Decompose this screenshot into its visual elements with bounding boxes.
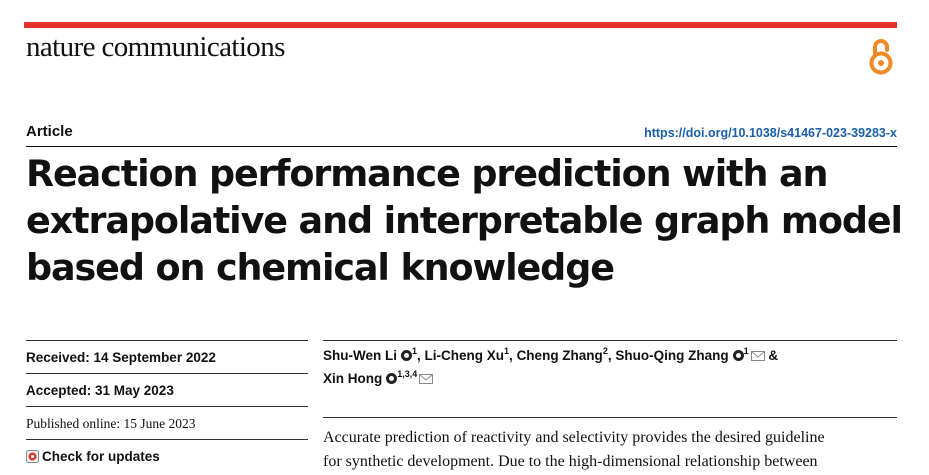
author-name[interactable]: Shu-Wen Li [323,348,397,363]
journal-accent-bar [24,22,897,28]
author-affiliation: 1 [412,346,418,356]
header-divider [26,146,897,147]
abstract: Accurate prediction of reactivity and se… [323,426,897,474]
title-line: Reaction performance prediction with an [26,152,829,195]
accepted-date: Accepted: 31 May 2023 [26,373,308,406]
author-affiliation: 1,3,4 [397,369,418,379]
received-date: Received: 14 September 2022 [26,340,308,373]
envelope-icon[interactable] [750,351,765,361]
orcid-icon[interactable] [401,350,412,361]
check-for-updates-icon [26,450,39,463]
authors-divider [323,340,897,341]
abstract-line: Accurate prediction of reactivity and se… [323,429,825,446]
title-line: extrapolative and interpretable graph mo… [26,199,903,242]
envelope-icon[interactable] [419,374,434,384]
check-for-updates-label: Check for updates [42,449,160,464]
abstract-line: for synthetic development. Due to the hi… [323,453,818,470]
author-name[interactable]: Shuo-Qing Zhang [615,348,729,363]
author-separator: & [764,348,779,363]
article-dates: Received: 14 September 2022 Accepted: 31… [26,340,308,472]
check-for-updates-button[interactable]: Check for updates [26,439,308,472]
author-name[interactable]: Cheng Zhang [516,348,603,363]
author-separator: , [607,348,616,363]
doi-link[interactable]: https://doi.org/10.1038/s41467-023-39283… [644,126,897,140]
author-separator: , [417,348,425,363]
journal-name[interactable]: nature communications [26,31,285,63]
abstract-divider [323,417,897,418]
orcid-icon[interactable] [732,350,744,361]
orcid-icon[interactable] [386,373,398,384]
author-separator: , [509,348,517,363]
article-title: Reaction performance prediction with an … [26,150,906,291]
open-access-lock-icon [869,39,893,75]
title-line: based on chemical knowledge [26,246,615,289]
author-list: Shu-Wen Li 1, Li-Cheng Xu1, Cheng Zhang2,… [323,344,897,390]
author-name[interactable]: Xin Hong [323,371,383,386]
published-date: Published online: 15 June 2023 [26,406,308,439]
author-affiliation: 2 [602,346,608,356]
author-affiliation: 1 [504,346,510,356]
author-affiliation: 1 [743,346,749,356]
author-name[interactable]: Li-Cheng Xu [424,348,505,363]
article-type-label: Article [26,123,73,140]
